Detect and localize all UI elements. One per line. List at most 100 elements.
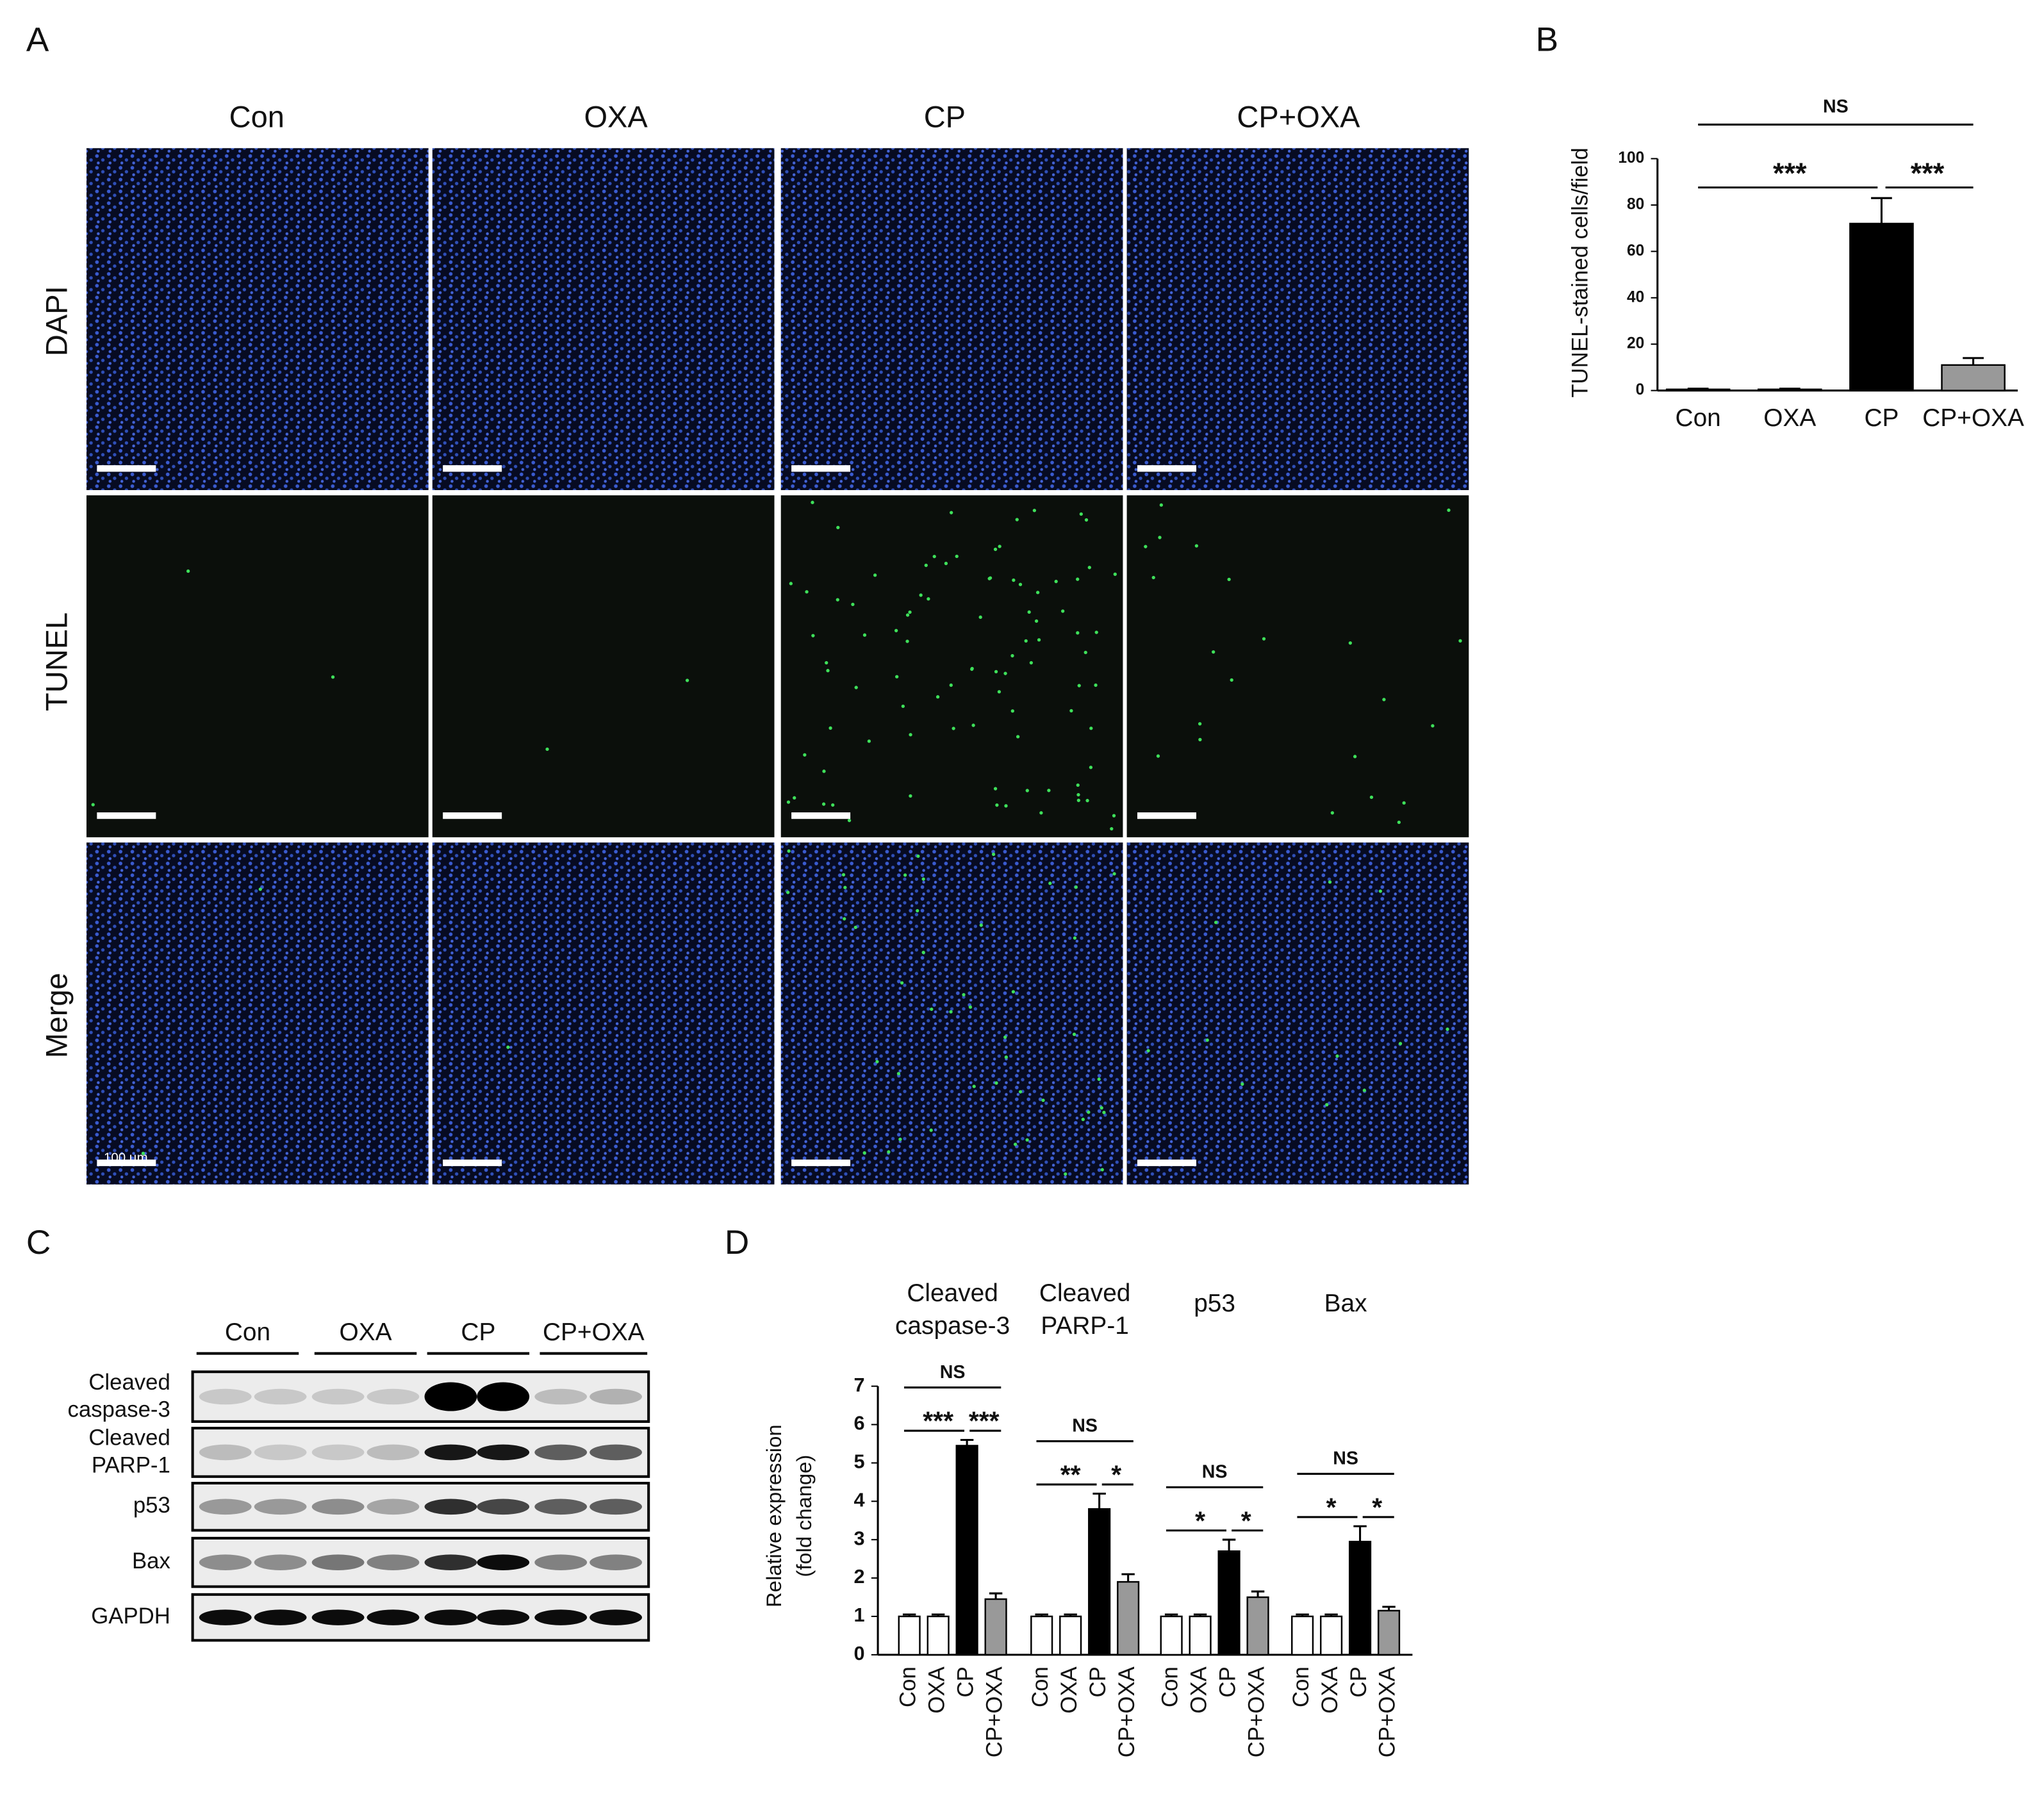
micrograph [86, 842, 429, 1185]
tunel-spot [1074, 885, 1078, 889]
tunel-spot [851, 602, 855, 607]
tunel-spot [1144, 545, 1148, 548]
tunel-spot [900, 981, 904, 985]
panel-label: B [1536, 21, 1558, 59]
band [254, 1609, 307, 1625]
tunel-spot [875, 1060, 879, 1064]
tunel-spot [1081, 1117, 1085, 1121]
tunel-spot [1089, 727, 1093, 730]
tunel-spot [1060, 609, 1065, 613]
group-title: Cleaved [1039, 1279, 1131, 1307]
scale-bar [1137, 465, 1196, 472]
band [311, 1388, 365, 1405]
band [477, 1444, 530, 1461]
tunel-spot [828, 726, 832, 730]
blot [191, 1427, 650, 1478]
y-tick-label: 1 [854, 1604, 865, 1626]
tunel-spot [1382, 698, 1386, 702]
scale-bar [791, 812, 851, 819]
tunel-spot [1335, 1054, 1339, 1058]
tunel-spot [1039, 811, 1043, 815]
scale-bar [97, 812, 156, 819]
micrograph [780, 148, 1123, 490]
y-axis-label: (fold change) [792, 1455, 816, 1577]
tunel-spot [1029, 661, 1034, 665]
significance-label: *** [1773, 157, 1807, 190]
band [424, 1609, 477, 1625]
bar [1088, 1508, 1111, 1656]
band [367, 1609, 420, 1625]
tunel-spot [1003, 1035, 1007, 1039]
tunel-spot [1084, 518, 1089, 522]
group-title: Cleaved [907, 1279, 998, 1307]
x-tick-label: CP [1216, 1666, 1240, 1697]
tunel-spot [935, 695, 940, 699]
row-label: TUNEL [39, 612, 73, 711]
tunel-spot [1214, 921, 1218, 924]
tunel-spot [1398, 1042, 1403, 1046]
tunel-spot [970, 666, 974, 671]
band [534, 1554, 588, 1570]
tunel-spot [1032, 509, 1037, 513]
bar [984, 1598, 1007, 1656]
scale-bar [1137, 812, 1196, 819]
band [199, 1609, 252, 1625]
tunel-spot [1447, 508, 1451, 512]
tunel-spot [1112, 814, 1116, 817]
tunel-spot [141, 1151, 145, 1155]
tunel-spot [1100, 1106, 1103, 1110]
micrograph [1126, 842, 1469, 1185]
tunel-spot [836, 598, 839, 602]
significance-label: * [1111, 1460, 1121, 1490]
band [534, 1388, 588, 1405]
column-label: CP [924, 100, 966, 134]
tunel-spot [803, 753, 807, 757]
tunel-spot [1041, 1098, 1045, 1103]
tunel-spot [994, 1081, 998, 1085]
bar [1160, 1615, 1183, 1656]
band [367, 1554, 420, 1570]
tunel-spot [811, 500, 814, 504]
x-tick-label: OXA [1763, 404, 1816, 432]
tunel-spot [1016, 735, 1020, 739]
bar [1320, 1615, 1343, 1656]
tunel-spot [1025, 1138, 1029, 1142]
tunel-spot [1004, 1055, 1009, 1059]
tunel-spot [909, 733, 912, 737]
band [254, 1388, 307, 1405]
band [254, 1444, 307, 1461]
tunel-spot [836, 525, 840, 530]
band [534, 1609, 588, 1625]
bar [1217, 1550, 1240, 1656]
tunel-spot [1003, 671, 1007, 675]
protein-label: Cleaved [88, 1426, 170, 1450]
x-tick-label: Con [1289, 1666, 1314, 1707]
bar [1059, 1615, 1082, 1656]
tunel-spot [994, 669, 998, 674]
tunel-spot [1013, 1142, 1018, 1146]
band [311, 1444, 365, 1461]
tunel-spot [826, 669, 830, 673]
significance-label: *** [969, 1406, 1000, 1436]
band [199, 1388, 252, 1405]
tunel-spot [831, 803, 835, 807]
micrograph [86, 148, 429, 490]
tunel-spot [1212, 650, 1216, 654]
tunel-spot [944, 561, 948, 566]
tunel-spot [1048, 882, 1052, 885]
tunel-spot [1194, 544, 1199, 548]
tunel-spot [1094, 630, 1098, 634]
tunel-spot [1240, 1082, 1244, 1086]
tunel-spot [1064, 1172, 1067, 1176]
bar [955, 1445, 978, 1656]
tunel-spot [1076, 793, 1080, 797]
tunel-spot [1328, 880, 1332, 884]
y-tick-label: 20 [1627, 335, 1644, 352]
bar [1030, 1615, 1053, 1656]
micrograph [780, 842, 1123, 1185]
tunel-spot [186, 569, 190, 573]
tunel-spot [921, 951, 925, 955]
tunel-spot [1018, 1090, 1023, 1094]
